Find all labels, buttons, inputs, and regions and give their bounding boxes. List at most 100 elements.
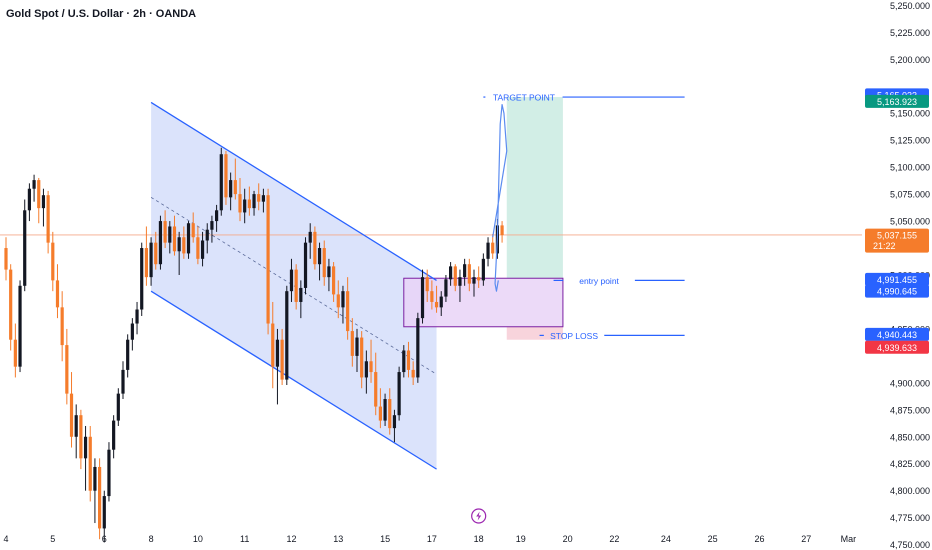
- x-tick-label: 18: [474, 534, 484, 544]
- legend-separator: ·: [149, 8, 153, 20]
- candle-body: [182, 237, 186, 254]
- candle-body: [327, 266, 331, 278]
- candle-body: [13, 339, 17, 367]
- candle-body: [388, 399, 392, 429]
- price-badge-bg: [865, 272, 929, 286]
- candle-body: [32, 180, 36, 189]
- candle-body: [121, 369, 125, 394]
- channel-fill: [151, 102, 437, 470]
- candle-body: [93, 466, 97, 491]
- candle-body: [350, 331, 354, 356]
- candle-body: [116, 393, 120, 421]
- candle-body: [98, 466, 102, 529]
- candle-body: [144, 248, 148, 278]
- candle-body: [463, 264, 467, 278]
- candle-body: [313, 231, 317, 265]
- price-badge-bg: [865, 228, 929, 253]
- symbol-name: Gold Spot: [6, 8, 59, 20]
- candle-body: [163, 221, 167, 243]
- chart-legend: Gold Spot / U.S. Dollar · 2h · OANDA: [6, 8, 196, 20]
- y-tick-label: 4,775.000: [890, 513, 930, 523]
- candle-body: [430, 291, 434, 302]
- candle-body: [172, 226, 177, 252]
- legend-separator: /: [61, 8, 65, 20]
- candle-body: [289, 269, 294, 292]
- candle-body: [303, 242, 308, 288]
- candle-body: [317, 248, 322, 265]
- price-badge-bg: [865, 340, 929, 354]
- candle-body: [205, 229, 209, 241]
- candle-body: [4, 248, 8, 270]
- candle-body: [74, 415, 78, 437]
- candle-body: [472, 277, 476, 284]
- price-badge-bg: [865, 284, 929, 298]
- price-badge: 4,991.455: [865, 272, 929, 286]
- candle-body: [83, 436, 88, 459]
- candle-body: [219, 154, 223, 211]
- price-badge-bg: [865, 94, 929, 108]
- y-tick-label: 5,250.000: [890, 1, 930, 11]
- y-tick-label: 5,225.000: [890, 28, 930, 38]
- candle-body: [411, 369, 415, 378]
- candle-body: [397, 372, 401, 416]
- interval-label: 2h: [133, 8, 146, 20]
- candle-body: [233, 180, 237, 195]
- candle-body: [200, 240, 205, 259]
- candle-body: [41, 195, 46, 209]
- candle-body: [299, 287, 303, 302]
- candle-body: [481, 258, 485, 281]
- candle-body: [37, 180, 41, 209]
- candle-body: [322, 248, 326, 278]
- channel-midline: [150, 197, 437, 375]
- candle-body: [332, 266, 336, 295]
- candle-body: [416, 318, 420, 378]
- candles: [4, 147, 504, 543]
- y-tick-label: 5,200.000: [890, 55, 930, 65]
- price-badge: 4,939.633: [865, 340, 929, 354]
- candle-body: [135, 309, 139, 324]
- y-tick-label: 5,125.000: [890, 136, 930, 146]
- price-badge-text: 4,939.633: [877, 343, 917, 353]
- y-tick-label: 5,150.000: [890, 109, 930, 119]
- candle-body: [378, 406, 382, 421]
- candle-body: [196, 237, 200, 259]
- candle-body: [420, 277, 425, 319]
- candle-body: [191, 223, 195, 238]
- candle-body: [336, 294, 340, 308]
- lightning-icon-bolt: [476, 511, 482, 521]
- candle-body: [51, 242, 55, 281]
- x-tick-label: 20: [563, 534, 573, 544]
- channel-lower-line: [150, 290, 437, 470]
- x-tick-label: 22: [609, 534, 619, 544]
- candle-body: [168, 226, 172, 243]
- price-badge-text: 4,940.443: [877, 330, 917, 340]
- candle-body: [486, 242, 490, 259]
- price-badge-bg: [865, 327, 929, 341]
- x-tick-label: 11: [240, 534, 249, 544]
- candle-body: [275, 339, 280, 367]
- y-tick-label: 5,100.000: [890, 163, 930, 173]
- candle-body: [23, 210, 27, 286]
- candle-body: [27, 188, 31, 211]
- candle-body: [280, 339, 284, 380]
- candle-body: [500, 225, 504, 236]
- channel-upper-line: [150, 101, 437, 281]
- level-target-point: TARGET POINT: [483, 93, 685, 103]
- candle-body: [444, 279, 448, 297]
- candle-body: [177, 237, 181, 252]
- price-badge-text: 4,990.645: [877, 287, 917, 297]
- candle-body: [247, 199, 251, 209]
- y-tick-label: 5,075.000: [890, 190, 930, 200]
- y-tick-label: 4,875.000: [890, 405, 930, 415]
- price-badge-text: 5,037.155: [877, 231, 917, 241]
- candle-body: [257, 194, 261, 202]
- candle-body: [439, 296, 443, 308]
- candle-body: [229, 180, 233, 198]
- candle-body: [79, 415, 83, 459]
- candle-body: [102, 496, 106, 529]
- candle-body: [60, 307, 64, 346]
- y-tick-label: 4,800.000: [890, 486, 930, 496]
